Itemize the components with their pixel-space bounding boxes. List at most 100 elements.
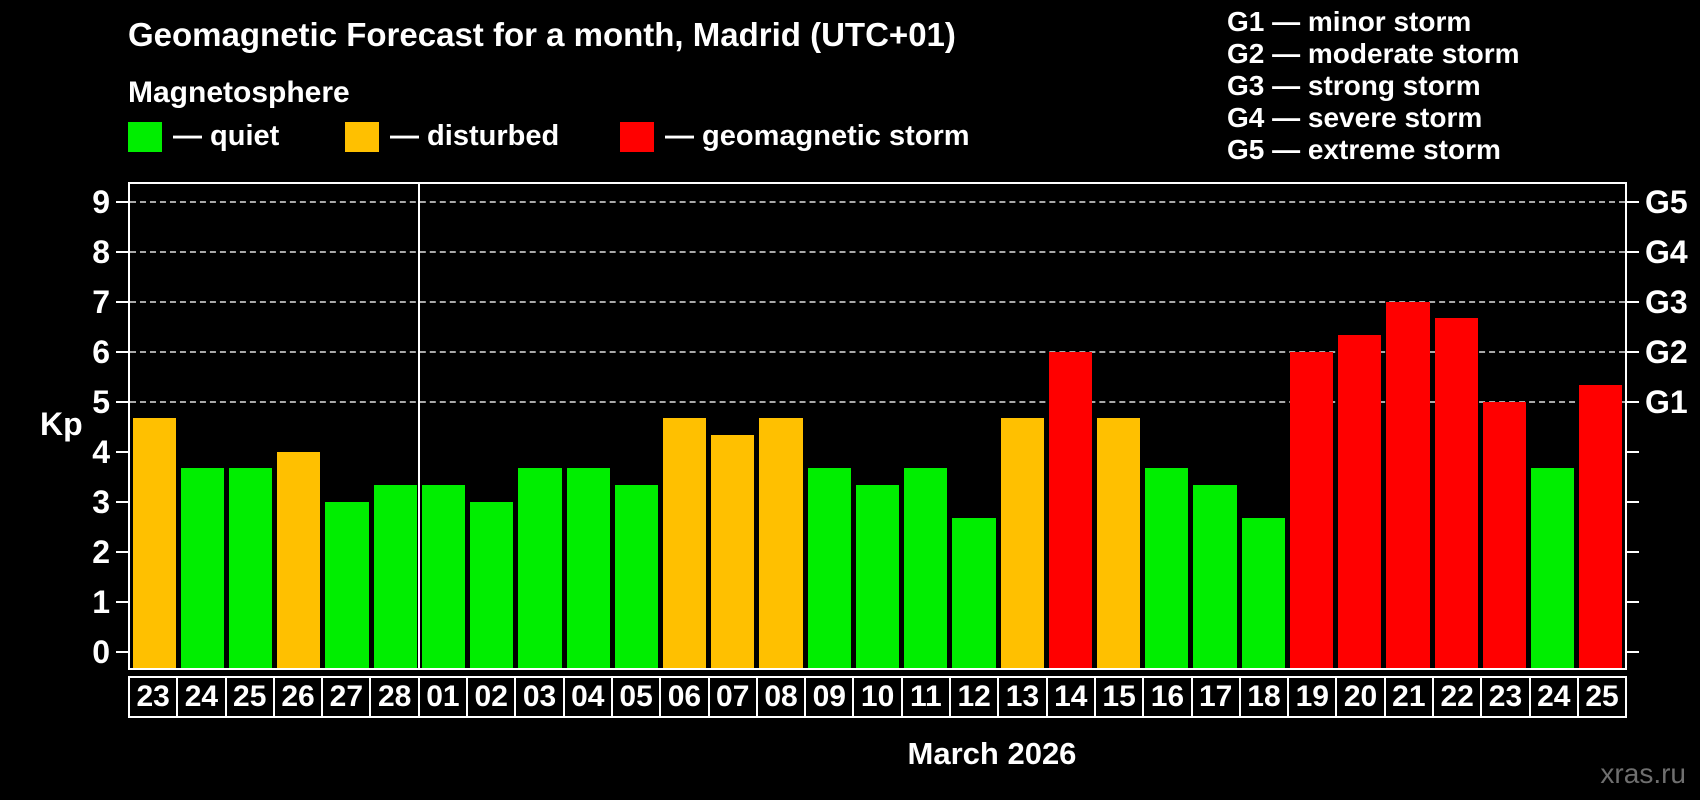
day-label: 26 [274,676,324,718]
day-label: 01 [419,676,469,718]
kp-bar [1531,468,1575,668]
kp-bar [1482,401,1527,668]
day-label: 20 [1337,676,1386,718]
y-axis-tick-left [116,550,128,553]
y-axis-tick-right [1627,400,1639,403]
storm-scale-legend: G1 — minor storm G2 — moderate storm G3 — … [1227,6,1520,166]
kp-bar [1434,318,1478,668]
y-axis-tick-right [1627,650,1639,653]
day-label: 13 [999,676,1048,718]
magnetosphere-label: Magnetosphere [128,76,350,109]
storm-color-swatch-icon [620,121,654,152]
y-axis-tick-left [116,300,128,303]
kp-status-legend: — quiet — disturbed — geomagnetic storm [0,120,1700,154]
kp-bar [759,418,803,668]
y-axis-tick-left [116,450,128,453]
y-axis-label: 0 [92,633,110,670]
gridline-kp-5 [130,400,1625,403]
day-label: 02 [468,676,517,718]
kp-bar [228,468,273,668]
y-axis-label: 4 [92,433,110,470]
right-axis-label-g5: G5 [1645,183,1688,220]
day-label: 10 [854,676,903,718]
legend-item-storm: — geomagnetic storm [620,120,970,153]
day-label: 28 [371,676,420,718]
kp-bar [373,485,417,668]
kp-bar [614,485,658,668]
quiet-color-swatch-icon [128,121,162,152]
kp-bar [180,468,224,668]
kp-bar [855,485,900,668]
day-label: 17 [1192,676,1241,718]
y-axis-tick-right [1627,250,1639,253]
y-axis-tick-right [1627,350,1639,353]
kp-bar [1193,485,1237,668]
kp-bar [277,451,321,668]
day-label: 04 [564,676,613,718]
gridline-kp-8 [130,250,1625,253]
kp-bar [1579,385,1623,668]
month-separator-line [418,184,421,668]
day-label: 18 [1240,676,1290,718]
y-axis-label: 6 [92,333,110,370]
day-label: 05 [612,676,662,718]
kp-bar [1338,335,1382,668]
kp-bar [421,485,466,668]
day-label: 25 [1578,676,1628,718]
y-axis-label: 2 [92,533,110,570]
day-label: 23 [128,676,179,718]
y-axis-label: 3 [92,483,110,520]
storm-scale-line: G3 — strong storm [1227,70,1481,101]
y-axis-tick-left [116,400,128,403]
day-label: 23 [1482,676,1531,718]
kp-bar [566,468,610,668]
day-label: 08 [757,676,807,718]
day-label: 25 [226,676,275,718]
legend-item-disturbed: — disturbed [345,120,559,153]
y-axis-label: 1 [92,583,110,620]
page-title: Geomagnetic Forecast for a month, Madrid… [128,16,956,53]
right-axis-label-g3: G3 [1645,283,1688,320]
gridline-kp-9 [130,200,1625,203]
y-axis-tick-right [1627,200,1639,203]
day-label: 14 [1047,676,1096,718]
storm-scale-line: G2 — moderate storm [1227,38,1520,69]
day-label: 07 [709,676,758,718]
day-label: 21 [1385,676,1435,718]
day-label: 24 [1530,676,1579,718]
y-axis-label: 9 [92,183,110,220]
day-label: 15 [1095,676,1145,718]
x-axis-day-labels: 23 24 25 26 27 28 01 02 03 04 05 06 07 08 09 10 11 12 13 14… [128,676,1628,718]
y-axis-tick-right [1627,500,1639,503]
kp-bar [1048,351,1092,668]
day-label: 06 [661,676,710,718]
kp-bar [1097,418,1141,668]
kp-bar [711,435,755,668]
y-axis-label: 7 [92,283,110,320]
kp-bar [1000,418,1044,668]
legend-item-label: — quiet [173,120,280,152]
y-axis-tick-left [116,200,128,203]
y-axis-tick-left [116,350,128,353]
legend-item-label: — disturbed [390,120,560,152]
y-axis-tick-right [1627,550,1639,553]
storm-scale-line: G5 — extreme storm [1227,134,1501,165]
y-axis-label: 5 [92,383,110,420]
right-axis-label-g1: G1 [1645,383,1688,420]
plot-area: 0 1 2 3 4 5 6 7 8 9 G1 G2 G3 G4 G5 [92,182,1688,670]
kp-bar [518,468,562,668]
kp-bar [470,501,514,668]
legend-item-quiet: — quiet [128,120,279,153]
kp-bar [904,468,948,668]
x-axis-title: March 2026 [907,736,1077,771]
kp-bar [1241,518,1285,668]
storm-scale-line: G4 — severe storm [1227,102,1483,133]
y-axis-tick-right [1627,450,1639,453]
y-axis-tick-right [1627,300,1639,303]
kp-bar [1145,468,1189,668]
kp-bar [1386,301,1430,668]
y-axis-title: Kp [40,406,83,442]
watermark: xras.ru [1600,758,1686,789]
kp-bar [325,501,369,668]
